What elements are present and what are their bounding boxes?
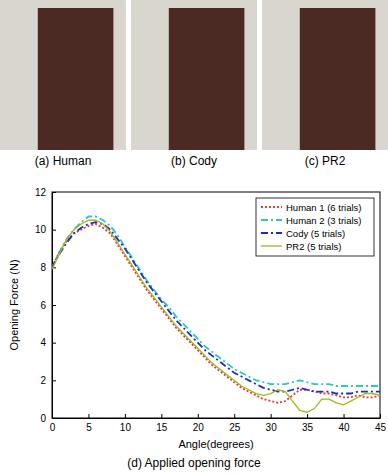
photo-panel: (b) Cody: [131, 0, 257, 168]
legend-swatch: [261, 206, 282, 208]
y-tick-label: 10: [35, 224, 47, 235]
plot-frame: [52, 192, 380, 418]
x-axis: 0 5 10 15 20 25 30 35 40 45: [50, 414, 387, 433]
x-tick-mark: [234, 414, 235, 418]
x-axis-title: Angle(degrees): [178, 438, 253, 450]
y-tick-mark: [52, 192, 56, 193]
legend-swatch: [261, 245, 282, 246]
photo-background: [0, 0, 126, 150]
figure: (a) Human(b) Cody(c) PR20510152025303540…: [0, 0, 388, 475]
x-tick-mark: [88, 414, 89, 418]
panel-caption: (b) Cody: [171, 154, 217, 168]
y-tick-label: 12: [35, 187, 47, 198]
x-tick-label: 15: [156, 422, 168, 433]
legend-box: [256, 198, 374, 256]
x-tick-label: 5: [86, 422, 92, 433]
photo-cabinet: [38, 8, 114, 150]
y-tick-label: 2: [40, 375, 46, 386]
x-tick: 30: [266, 414, 278, 433]
x-tick: 15: [156, 414, 168, 433]
x-tick-label: 10: [120, 422, 132, 433]
x-tick: 45: [375, 414, 387, 433]
legend-label: Human 1 (6 trials): [286, 202, 362, 213]
photo-panel: (c) PR2: [262, 0, 388, 168]
x-axis-line: [53, 418, 381, 419]
y-axis: 0 2 4 6 8 10 12: [35, 187, 56, 424]
y-tick-label: 6: [40, 300, 46, 311]
photo-background: [262, 0, 388, 150]
x-tick-mark: [125, 414, 126, 418]
photo-background: [131, 0, 257, 150]
y-tick-mark: [52, 230, 56, 231]
legend-label: Human 2 (3 trials): [286, 215, 362, 226]
x-tick-mark: [271, 414, 272, 418]
x-tick-mark: [161, 414, 162, 418]
y-tick-mark: [52, 343, 56, 344]
chart-caption: (d) Applied opening force: [127, 456, 261, 470]
series-line: [52, 220, 380, 412]
y-tick-label: 0: [40, 413, 46, 424]
x-tick-label: 20: [193, 422, 205, 433]
y-tick-label: 8: [40, 262, 46, 273]
x-tick-mark: [344, 414, 345, 418]
legend-label: Cody (5 trials): [286, 228, 345, 239]
y-tick: 10: [35, 224, 56, 235]
series-line: [52, 224, 380, 403]
x-tick-label: 35: [302, 422, 314, 433]
photo-cabinet: [169, 8, 245, 150]
series-line: [52, 222, 380, 393]
y-tick-mark: [52, 305, 56, 306]
x-tick-mark: [307, 414, 308, 418]
x-tick-label: 30: [266, 422, 278, 433]
plot-area: [52, 216, 380, 412]
legend-swatch: [261, 232, 282, 234]
panel-caption: (a) Human: [35, 154, 92, 168]
panel-caption: (c) PR2: [305, 154, 346, 168]
y-tick-label: 4: [40, 337, 46, 348]
x-tick-mark: [380, 414, 381, 418]
y-tick: 2: [40, 375, 56, 386]
x-tick: 25: [229, 414, 241, 433]
x-tick-label: 45: [375, 422, 387, 433]
y-axis-title: Opening Force (N): [8, 259, 20, 350]
photo-panel: (a) Human: [0, 0, 126, 168]
y-tick: 12: [35, 187, 56, 198]
legend-label: PR2 (5 trials): [286, 241, 341, 252]
x-tick: 20: [193, 414, 205, 433]
y-tick: 4: [40, 337, 56, 348]
series-line: [52, 216, 380, 386]
y-tick: 0: [40, 413, 56, 424]
x-tick: 40: [338, 414, 350, 433]
legend: Human 1 (6 trials) Human 2 (3 trials) Cody…: [256, 198, 374, 256]
x-tick-mark: [198, 414, 199, 418]
legend-swatch: [261, 219, 282, 221]
x-tick-label: 40: [338, 422, 350, 433]
y-tick-mark: [52, 418, 56, 419]
x-tick: 10: [120, 414, 132, 433]
x-tick-label: 0: [50, 422, 56, 433]
y-tick: 6: [40, 300, 56, 311]
x-tick-label: 25: [229, 422, 241, 433]
photo-cabinet: [300, 8, 376, 150]
x-tick: 5: [86, 414, 92, 433]
y-tick-mark: [52, 380, 56, 381]
x-tick: 35: [302, 414, 314, 433]
